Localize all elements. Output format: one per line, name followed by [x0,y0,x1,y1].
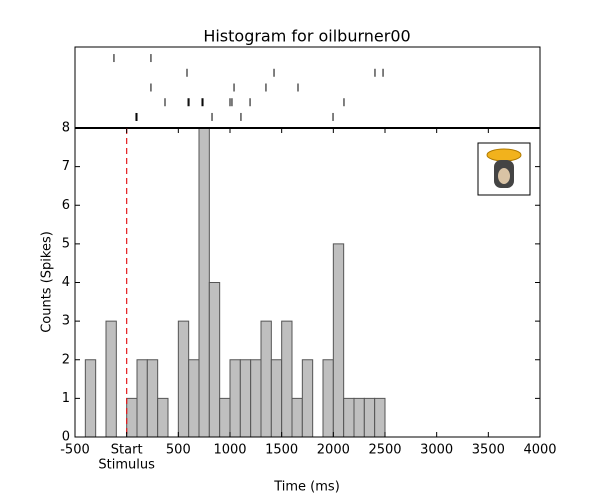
y-axis-label: Counts (Spikes) [40,231,55,333]
x-tick-label: 3000 [420,443,453,458]
y-tick-label: 1 [62,391,70,406]
x-tick-label: 4000 [523,443,556,458]
stimulus-label: Stimulus [98,458,155,473]
bar [281,320,293,438]
x-tick-label: 1000 [213,443,246,458]
bar [353,397,365,438]
y-tick-label: 0 [62,430,70,445]
y-tick-label: 7 [62,159,70,174]
bar [270,359,283,438]
icon [477,142,531,196]
y-tick-label: 4 [62,275,70,290]
bar [84,359,97,438]
bar [239,359,252,438]
bar [177,320,190,438]
bar [198,127,210,438]
bar [363,397,376,438]
bar [343,397,355,438]
bar [250,359,262,438]
bar [126,397,138,438]
bar [322,359,334,438]
x-tick-label: 500 [166,443,191,458]
bar [146,359,159,438]
bar [136,359,148,438]
y-tick-label: 3 [62,314,70,329]
y-tick-label: 5 [62,236,70,251]
y-tick-label: 6 [62,198,70,213]
bar [157,397,169,438]
bar [291,397,303,438]
x-tick-label: 3500 [472,443,505,458]
bar [105,320,117,438]
bar [301,359,314,438]
y-tick-label: 2 [62,352,70,367]
bar [188,359,200,438]
x-axis-label: Time (ms) [273,480,340,495]
bar [229,359,241,438]
chart-title: Histogram for oilburner00 [203,27,410,46]
x-tick-label: 1500 [265,443,298,458]
raster-frame [74,46,541,129]
x-tick-label: -500 [60,443,90,458]
bar [219,397,231,438]
bar [260,320,272,438]
y-tick-label: 8 [62,121,70,136]
bar [374,397,386,438]
x-tick-label: 2500 [368,443,401,458]
x-tick-label: 2000 [317,443,350,458]
bar [208,282,221,438]
x-tick-label: Start [111,443,143,458]
bar [332,243,345,438]
